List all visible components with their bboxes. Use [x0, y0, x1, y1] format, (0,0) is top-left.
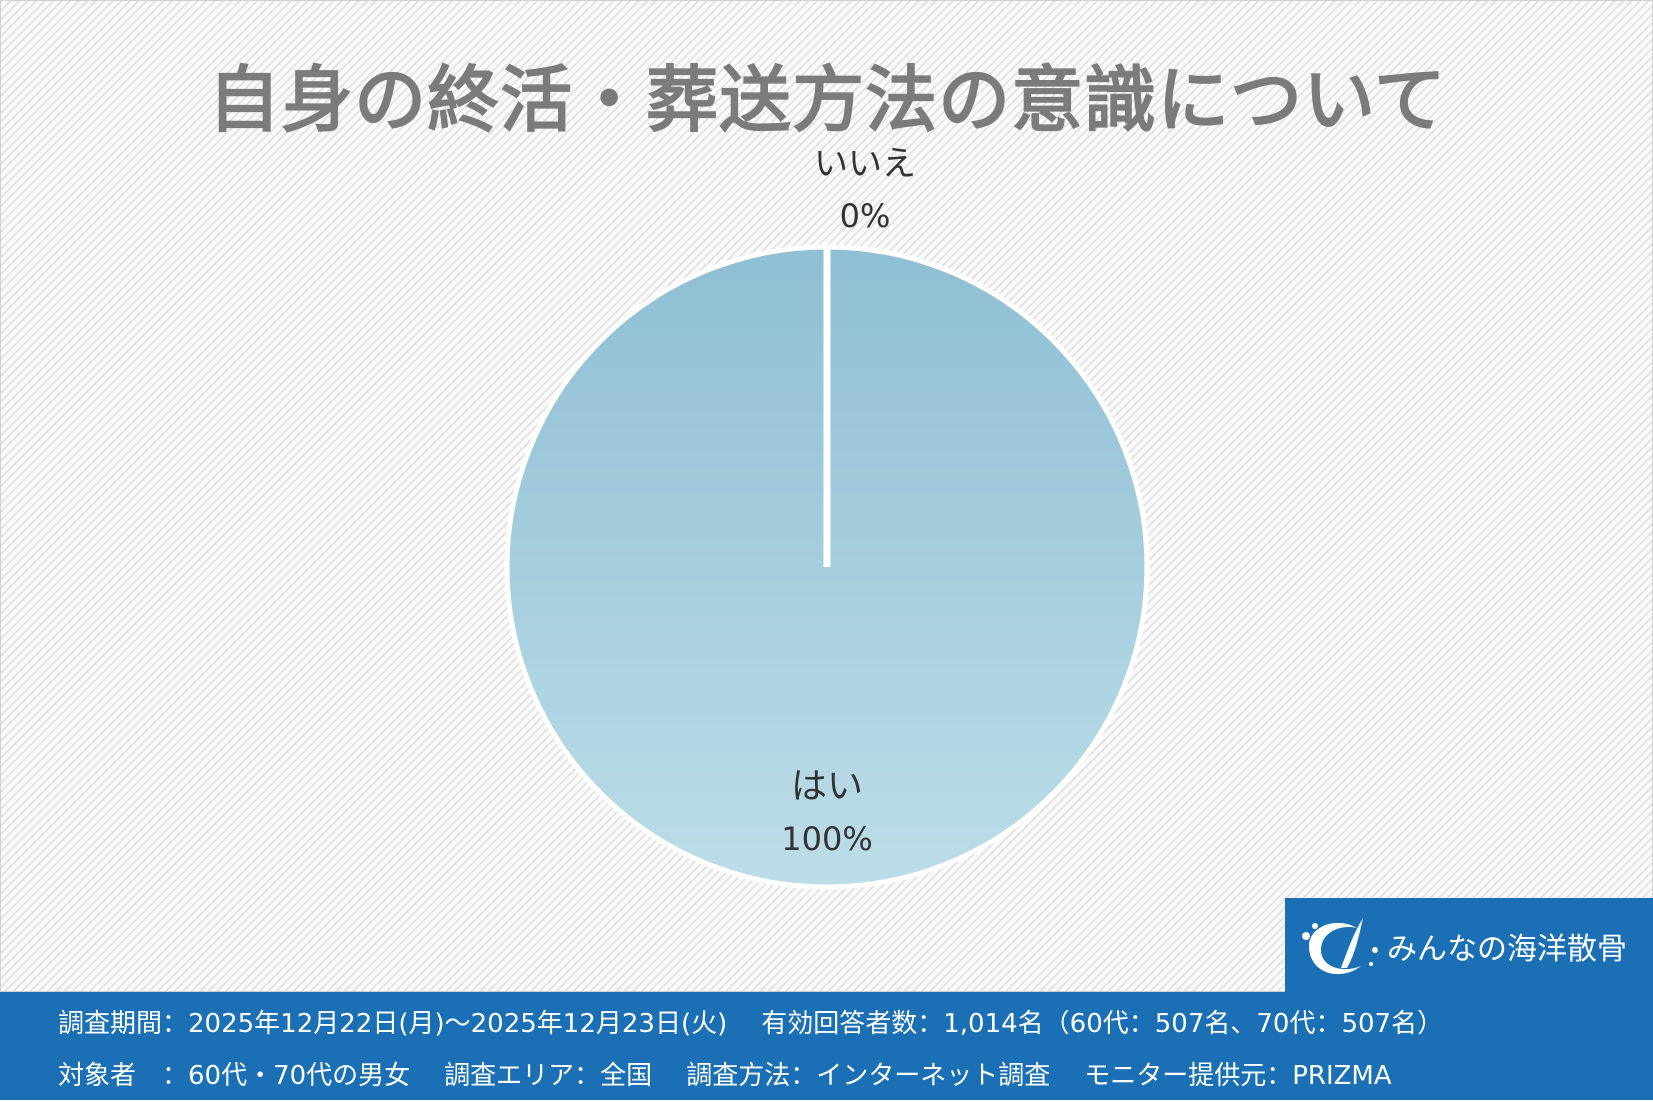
footer-row-2: 対象者 ：60代・70代の男女 調査エリア：全国 調査方法：インターネット調査 モニタ… — [58, 1050, 1653, 1102]
slice-value-yes: 100% — [781, 820, 872, 858]
survey-monitor: モニター提供元：PRIZMA — [1084, 1061, 1392, 1091]
survey-target: 対象者 ：60代・70代の男女 — [58, 1061, 411, 1091]
survey-area: 調査エリア：全国 — [444, 1061, 653, 1091]
slice-label-no: いいえ — [814, 144, 916, 184]
survey-method: 調査方法：インターネット調査 — [686, 1061, 1051, 1091]
brand-name: みんなの海洋散骨 — [1387, 931, 1627, 967]
survey-period: 調査期間：2025年12月22日(月)～2025年12月23日(火) — [58, 1009, 728, 1039]
sea-wave-logo-icon — [1302, 917, 1378, 974]
slice-label-yes: はい — [791, 766, 863, 807]
survey-footer: 調査期間：2025年12月22日(月)～2025年12月23日(火) 有効回答者数… — [0, 992, 1653, 1100]
slice-value-no: 0% — [840, 197, 891, 235]
brand-logo: みんなの海洋散骨 — [1285, 898, 1653, 993]
chart-title: 自身の終活・葬送方法の意識について — [208, 58, 1447, 142]
pie-chart: いいえ 0% はい 100% — [504, 144, 1150, 890]
footer-row-1: 調査期間：2025年12月22日(月)～2025年12月23日(火) 有効回答者数… — [58, 998, 1653, 1050]
chart-area: 自身の終活・葬送方法の意識について いいえ 0% はい 100% みんなの海洋散… — [0, 0, 1653, 993]
survey-respondents: 有効回答者数：1,014名（60代：507名、70代：507名） — [761, 1009, 1444, 1039]
